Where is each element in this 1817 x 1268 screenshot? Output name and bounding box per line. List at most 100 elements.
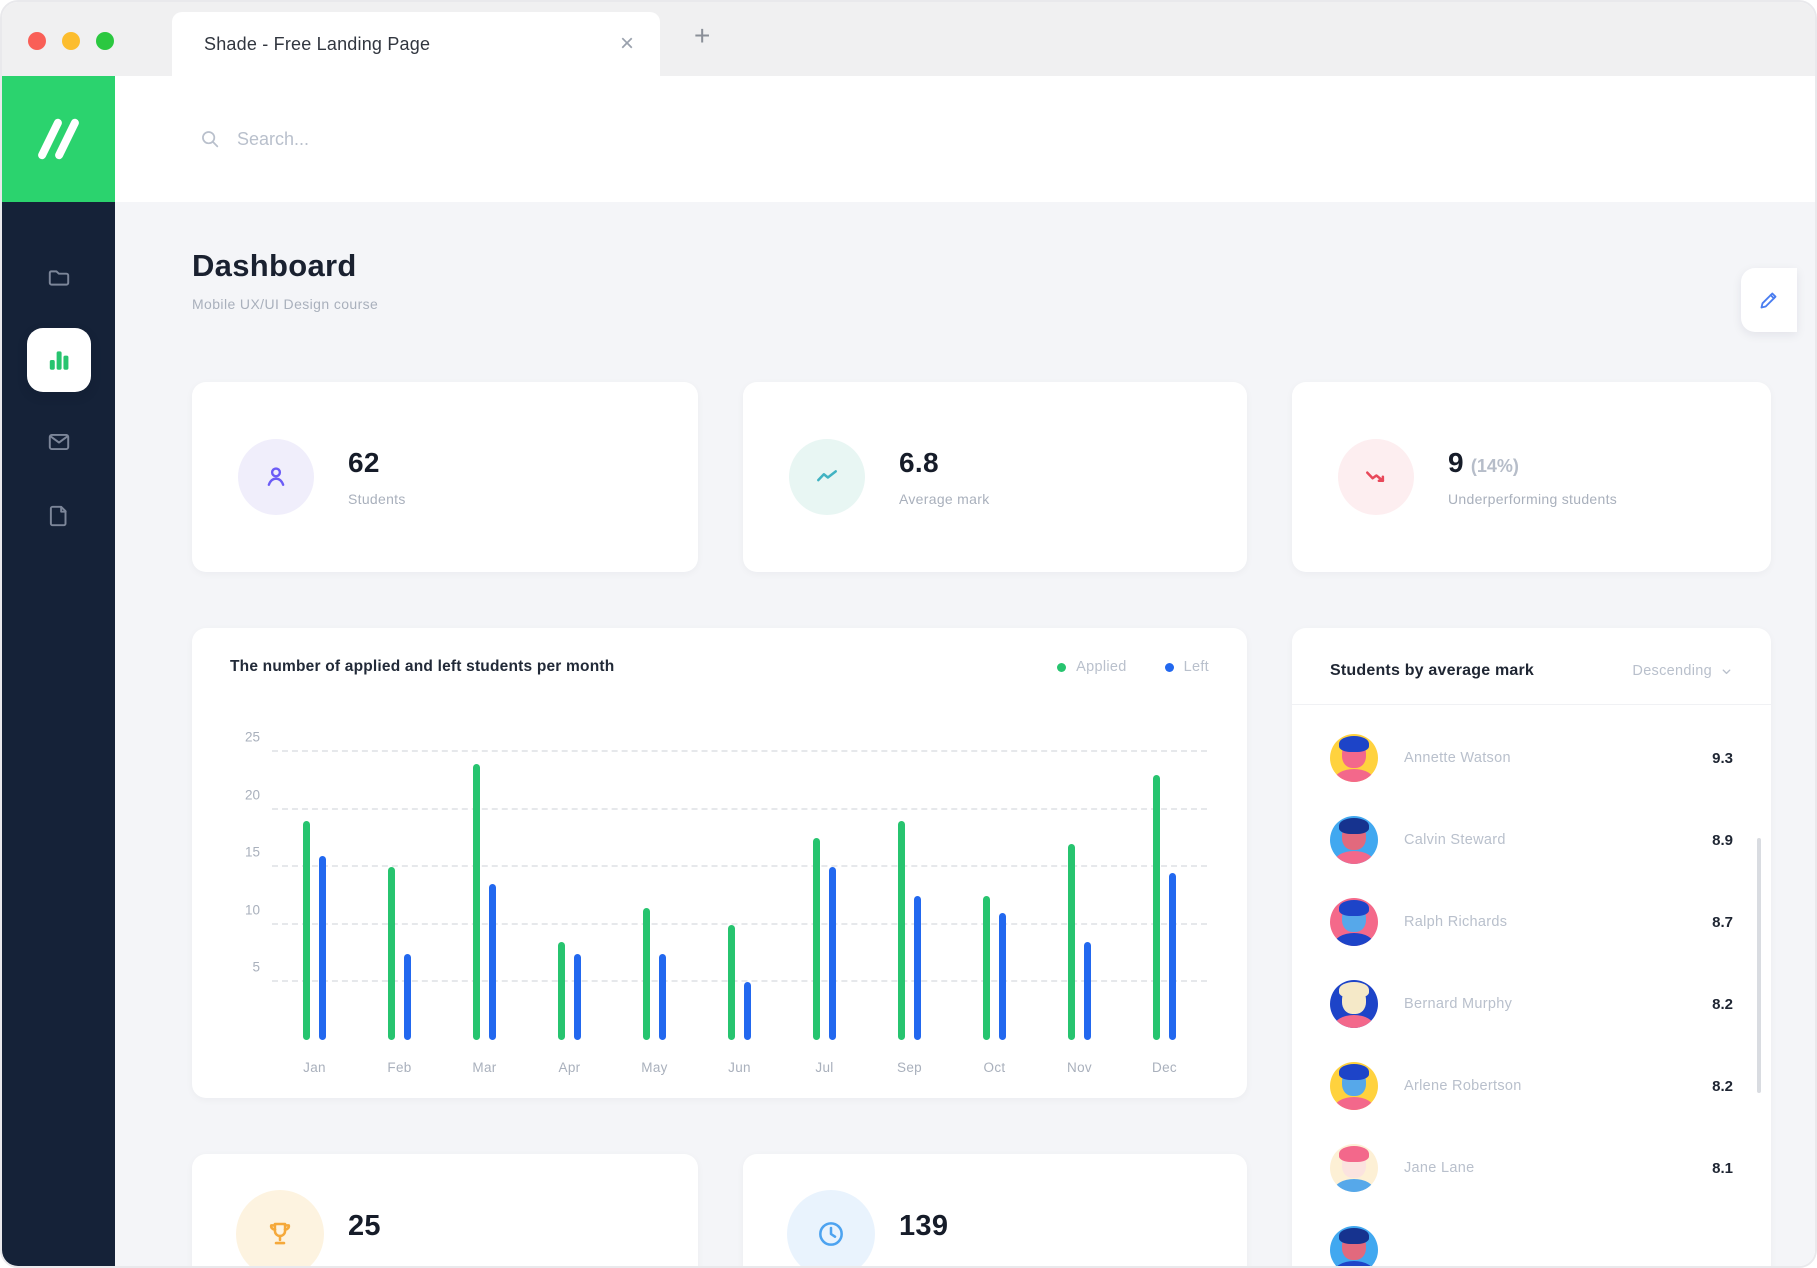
legend-dot-left (1164, 662, 1174, 672)
stat-card-underperforming: 9 (14%) Underperforming students (1292, 382, 1771, 572)
x-tick-label: Feb (387, 1060, 412, 1075)
x-tick-label: Sep (897, 1060, 922, 1075)
sidebar-item-projects[interactable] (35, 254, 83, 302)
y-tick-label: 10 (244, 902, 260, 918)
students-by-mark-panel: Students by average mark Descending Anne… (1292, 628, 1771, 1266)
new-tab-button[interactable]: + (694, 20, 711, 51)
scrollbar[interactable] (1757, 838, 1761, 1093)
bar-left-jun (744, 982, 751, 1040)
search-input[interactable] (237, 128, 657, 150)
chart-title: The number of applied and left students … (230, 658, 615, 675)
sort-dropdown[interactable]: Descending (1632, 663, 1733, 679)
bar-applied-sep (898, 821, 905, 1040)
x-tick-label: Jan (303, 1060, 326, 1075)
chart-plot: 5 10 15 20 25 (245, 730, 1207, 1040)
bar-group-oct (952, 752, 1037, 1040)
browser-tab[interactable]: Shade - Free Landing Page × (172, 12, 660, 76)
zoom-window-button[interactable] (96, 32, 114, 50)
bar-applied-jun (728, 924, 735, 1040)
stat-card-students: 62 Students (192, 382, 698, 572)
trophy-icon (236, 1190, 324, 1266)
y-tick-label: 20 (244, 787, 260, 803)
traffic-lights (28, 32, 114, 50)
x-tick-label: Jun (728, 1060, 751, 1075)
trend-up-icon (789, 439, 865, 515)
bar-group-mar (442, 752, 527, 1040)
student-row[interactable]: Jane Lane 8.1 (1330, 1127, 1733, 1209)
search-icon (199, 128, 221, 150)
tab-close-icon[interactable]: × (619, 30, 634, 57)
student-row[interactable]: Arlene Robertson 8.2 (1330, 1045, 1733, 1127)
stat-card-trophy: 25 (192, 1154, 698, 1266)
avatar-hair-shape (1339, 900, 1369, 916)
avatar-shirt-shape (1333, 768, 1375, 782)
student-row[interactable]: Annette Watson 9.3 (1330, 717, 1733, 799)
student-row[interactable]: Calvin Steward 8.9 (1330, 799, 1733, 881)
avatar-hair-shape (1339, 1064, 1369, 1080)
student-row-partial[interactable] (1330, 1209, 1733, 1266)
legend-label: Left (1183, 659, 1209, 675)
legend-item-applied: Applied (1057, 659, 1126, 675)
document-icon (46, 503, 72, 529)
avatar (1330, 1144, 1378, 1192)
student-row[interactable]: Bernard Murphy 8.2 (1330, 963, 1733, 1045)
bar-applied-oct (983, 896, 990, 1040)
gridline (272, 980, 1207, 983)
avatar-shirt-shape (1333, 850, 1375, 864)
browser-tab-strip: Shade - Free Landing Page × + (2, 2, 1815, 76)
y-tick-label: 5 (252, 959, 260, 975)
legend-label: Applied (1076, 659, 1127, 675)
legend-dot-applied (1057, 662, 1067, 672)
sort-label: Descending (1632, 663, 1712, 679)
bar-applied-jul (813, 838, 820, 1040)
sidebar-item-documents[interactable] (35, 492, 83, 540)
bar-left-sep (914, 896, 921, 1040)
student-row[interactable]: Ralph Richards 8.7 (1330, 881, 1733, 963)
student-name: Annette Watson (1404, 750, 1511, 766)
gridline (272, 922, 1207, 925)
stat-value: 9 (1448, 447, 1464, 478)
divider (1292, 704, 1771, 705)
bar-left-oct (999, 913, 1006, 1040)
students-list: Annette Watson 9.3 Calvin Steward 8.9 Ralph … (1292, 705, 1771, 1266)
stat-label: Students (348, 491, 406, 507)
bar-left-jul (829, 867, 836, 1040)
sidebar-item-messages[interactable] (35, 418, 83, 466)
x-tick-label: Nov (1067, 1060, 1092, 1075)
legend-item-left: Left (1164, 659, 1209, 675)
dashboard-content: Dashboard Mobile UX/UI Design course (115, 202, 1815, 1266)
student-name: Arlene Robertson (1404, 1078, 1522, 1094)
avatar (1330, 1226, 1378, 1266)
gridline (272, 750, 1207, 752)
student-name: Bernard Murphy (1404, 996, 1513, 1012)
sidebar-item-dashboard[interactable] (26, 328, 91, 392)
stat-card-clock: 139 (743, 1154, 1247, 1266)
bar-applied-feb (388, 867, 395, 1040)
edit-button[interactable] (1741, 268, 1797, 332)
stat-value: 25 (348, 1210, 381, 1242)
bar-left-dec (1169, 872, 1176, 1040)
sidebar-nav (2, 202, 115, 1266)
bar-group-dec (1122, 752, 1207, 1040)
stat-value: 6.8 (899, 447, 939, 478)
minimize-window-button[interactable] (62, 32, 80, 50)
bar-groups (272, 752, 1207, 1040)
avatar (1330, 898, 1378, 946)
chevron-down-icon (1720, 665, 1733, 678)
avatar-shirt-shape (1333, 1014, 1375, 1028)
students-panel-title: Students by average mark (1330, 662, 1534, 679)
x-tick-label: Jul (815, 1060, 834, 1075)
student-mark: 8.2 (1712, 1077, 1733, 1095)
folder-icon (46, 265, 72, 291)
close-window-button[interactable] (28, 32, 46, 50)
bar-left-may (659, 953, 666, 1040)
x-tick-label: Mar (472, 1060, 497, 1075)
trend-down-icon (1338, 439, 1414, 515)
applied-left-chart-card: The number of applied and left students … (192, 628, 1247, 1098)
student-mark: 9.3 (1712, 749, 1733, 767)
mail-icon (46, 429, 72, 455)
student-mark: 8.9 (1712, 831, 1733, 849)
avatar-hair-shape (1339, 736, 1369, 752)
y-tick-label: 25 (244, 729, 260, 745)
